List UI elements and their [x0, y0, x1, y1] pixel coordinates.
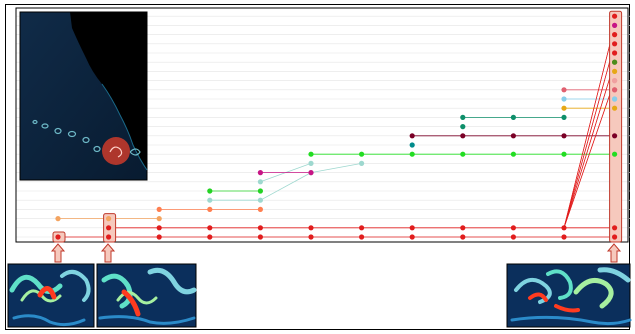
diagram-axes	[15, 7, 629, 243]
eddy-node	[561, 151, 567, 157]
eddy-node	[359, 151, 365, 157]
eddy-node	[409, 234, 415, 240]
eddy-node	[612, 87, 618, 93]
eddy-node	[359, 225, 365, 231]
eddy-node	[207, 197, 213, 203]
eddy-node	[409, 225, 415, 231]
eddy-node	[257, 225, 263, 231]
highlight-boxes	[52, 10, 623, 243]
eddy-node	[257, 170, 263, 176]
lineage-link	[310, 163, 362, 173]
eddy-node	[257, 206, 263, 212]
highlighted-eddy	[102, 137, 130, 165]
eddy-node	[561, 114, 567, 120]
eddy-node	[561, 133, 567, 139]
eddy-node	[308, 234, 314, 240]
eddy-node	[612, 68, 618, 74]
up-arrow-icon	[606, 243, 622, 263]
eddy-node	[257, 234, 263, 240]
eddy-node	[460, 114, 466, 120]
eddy-node	[561, 234, 567, 240]
eddy-node	[612, 133, 618, 139]
eddy-node	[409, 151, 415, 157]
eddy-node	[207, 188, 213, 194]
lineage-links	[58, 25, 615, 238]
up-arrow-icon	[100, 243, 116, 263]
eddy-node	[207, 206, 213, 212]
eddy-node	[106, 225, 112, 231]
eddy-node	[561, 105, 567, 111]
eddy-node	[561, 96, 567, 102]
eddy-node	[510, 133, 516, 139]
eddy-node	[308, 151, 314, 157]
merge-link	[563, 62, 615, 228]
eddy-node	[561, 87, 567, 93]
field-snapshot-1	[7, 263, 95, 328]
eddy-node	[308, 170, 314, 176]
eddy-node	[460, 133, 466, 139]
lineage-link	[260, 172, 312, 201]
eddy-node	[612, 22, 618, 28]
eddy-node	[308, 160, 314, 166]
eddy-node	[156, 225, 162, 231]
eddy-node	[612, 96, 618, 102]
eddy-node	[510, 225, 516, 231]
eddy-node	[257, 197, 263, 203]
eddy-node	[612, 13, 618, 19]
map-inset	[19, 11, 148, 181]
eddy-node	[510, 234, 516, 240]
up-arrows	[50, 243, 622, 263]
eddy-node	[257, 179, 263, 185]
eddy-node	[460, 124, 466, 130]
eddy-node	[612, 59, 618, 65]
eddy-node	[460, 151, 466, 157]
eddy-node	[612, 225, 618, 231]
eddy-node	[106, 234, 112, 240]
figure-frame	[5, 4, 630, 330]
field-snapshot-3	[506, 263, 632, 328]
eddy-node	[409, 142, 415, 148]
eddy-node	[257, 188, 263, 194]
eddy-node	[612, 78, 618, 84]
eddy-node	[156, 206, 162, 212]
eddy-node	[612, 234, 618, 240]
eddy-node	[156, 234, 162, 240]
eddy-node	[207, 225, 213, 231]
highlight-box	[609, 10, 623, 243]
eddy-nodes	[55, 13, 618, 240]
merge-link	[563, 80, 615, 228]
eddy-node	[612, 105, 618, 111]
eddy-node	[106, 216, 112, 222]
eddy-node	[612, 41, 618, 47]
eddy-node	[55, 234, 61, 240]
up-arrow-icon	[50, 243, 66, 263]
eddy-node	[460, 234, 466, 240]
eddy-node	[612, 151, 618, 157]
eddy-node	[460, 225, 466, 231]
eddy-node	[359, 160, 365, 166]
field-snapshot-2	[96, 263, 197, 328]
eddy-node	[207, 234, 213, 240]
eddy-node	[612, 50, 618, 56]
eddy-node	[612, 31, 618, 38]
merge-link	[563, 43, 615, 228]
merge-link	[563, 25, 615, 228]
eddy-node	[510, 114, 516, 120]
eddy-node	[510, 151, 516, 157]
eddy-node	[55, 216, 61, 222]
eddy-node	[561, 225, 567, 231]
eddy-node	[156, 216, 162, 222]
eddy-node	[359, 234, 365, 240]
eddy-node	[308, 225, 314, 231]
eddy-node	[409, 133, 415, 139]
